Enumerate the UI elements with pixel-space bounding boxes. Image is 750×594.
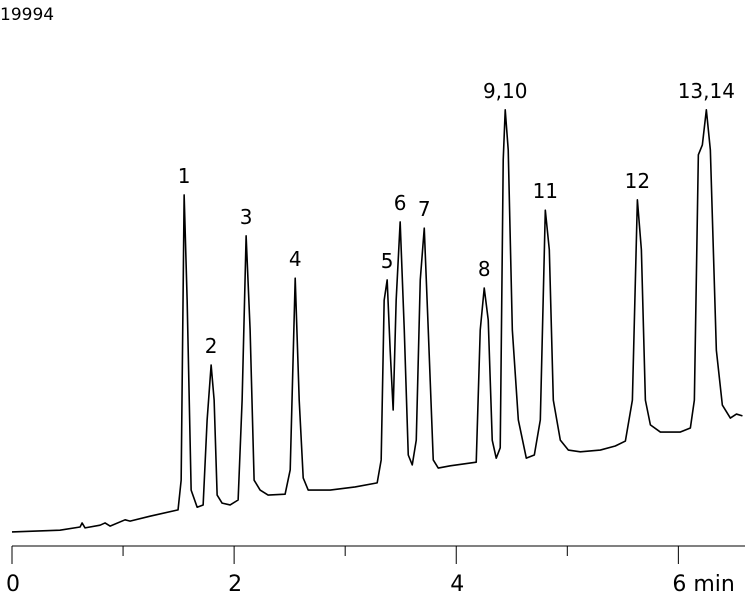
peak-label: 7 <box>418 197 431 221</box>
peak-label: 5 <box>381 249 394 273</box>
x-tick-label: 2 <box>228 572 242 594</box>
x-tick-label: 4 <box>450 572 464 594</box>
peak-label: 4 <box>289 247 302 271</box>
peak-label: 6 <box>394 191 407 215</box>
peak-label: 9,10 <box>483 79 528 103</box>
peak-label: 2 <box>205 334 218 358</box>
trace <box>11 109 743 533</box>
peak-label: 13,14 <box>678 79 735 103</box>
x-tick-label: 0 <box>6 572 20 594</box>
peak-label: 11 <box>533 179 558 203</box>
x-tick-label: 6 min <box>672 572 734 594</box>
peak-label: 12 <box>625 169 650 193</box>
peak-label: 1 <box>178 164 191 188</box>
peak-label: 3 <box>240 205 253 229</box>
peak-label: 8 <box>478 257 491 281</box>
sample-id: 19994 <box>0 5 54 25</box>
